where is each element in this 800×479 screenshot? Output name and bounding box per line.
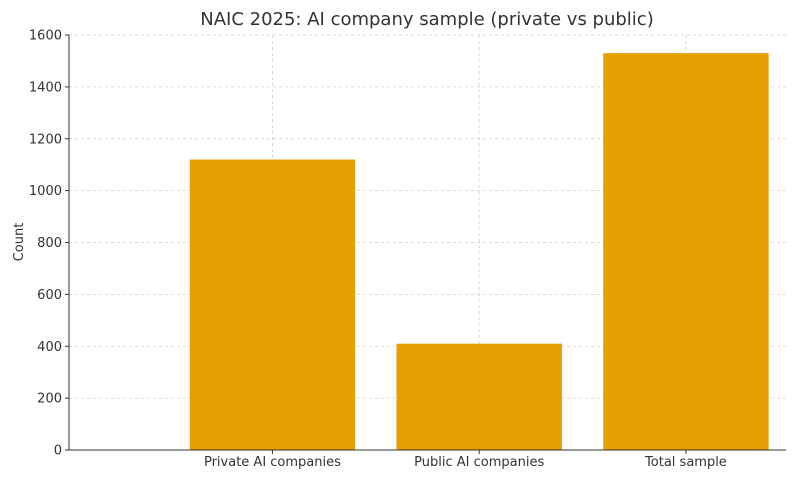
chart-title: NAIC 2025: AI company sample (private vs… — [200, 9, 653, 30]
y-tick-label: 1400 — [29, 80, 62, 95]
bar-total-sample — [603, 53, 769, 450]
y-tick-label: 0 — [54, 444, 62, 459]
y-tick-label: 600 — [37, 288, 62, 303]
y-tick-label: 200 — [37, 392, 62, 407]
y-tick-label: 1600 — [29, 29, 62, 44]
x-tick-label: Total sample — [644, 455, 727, 470]
y-tick-label: 1000 — [29, 184, 62, 199]
y-tick-label: 400 — [37, 340, 62, 355]
y-tick-label: 800 — [37, 236, 62, 251]
axes — [65, 34, 786, 454]
y-axis-label: Count — [12, 223, 27, 262]
tick-labels: 0 200 400 600 800 1000 1200 1400 1600 Private AI … — [29, 29, 727, 471]
bars — [189, 53, 769, 450]
x-tick-label: Private AI companies — [204, 455, 341, 470]
y-tick-label: 1200 — [29, 132, 62, 147]
bar-public-ai-companies — [396, 343, 562, 450]
bar-private-ai-companies — [189, 159, 356, 450]
x-tick-label: Public AI companies — [414, 455, 544, 470]
